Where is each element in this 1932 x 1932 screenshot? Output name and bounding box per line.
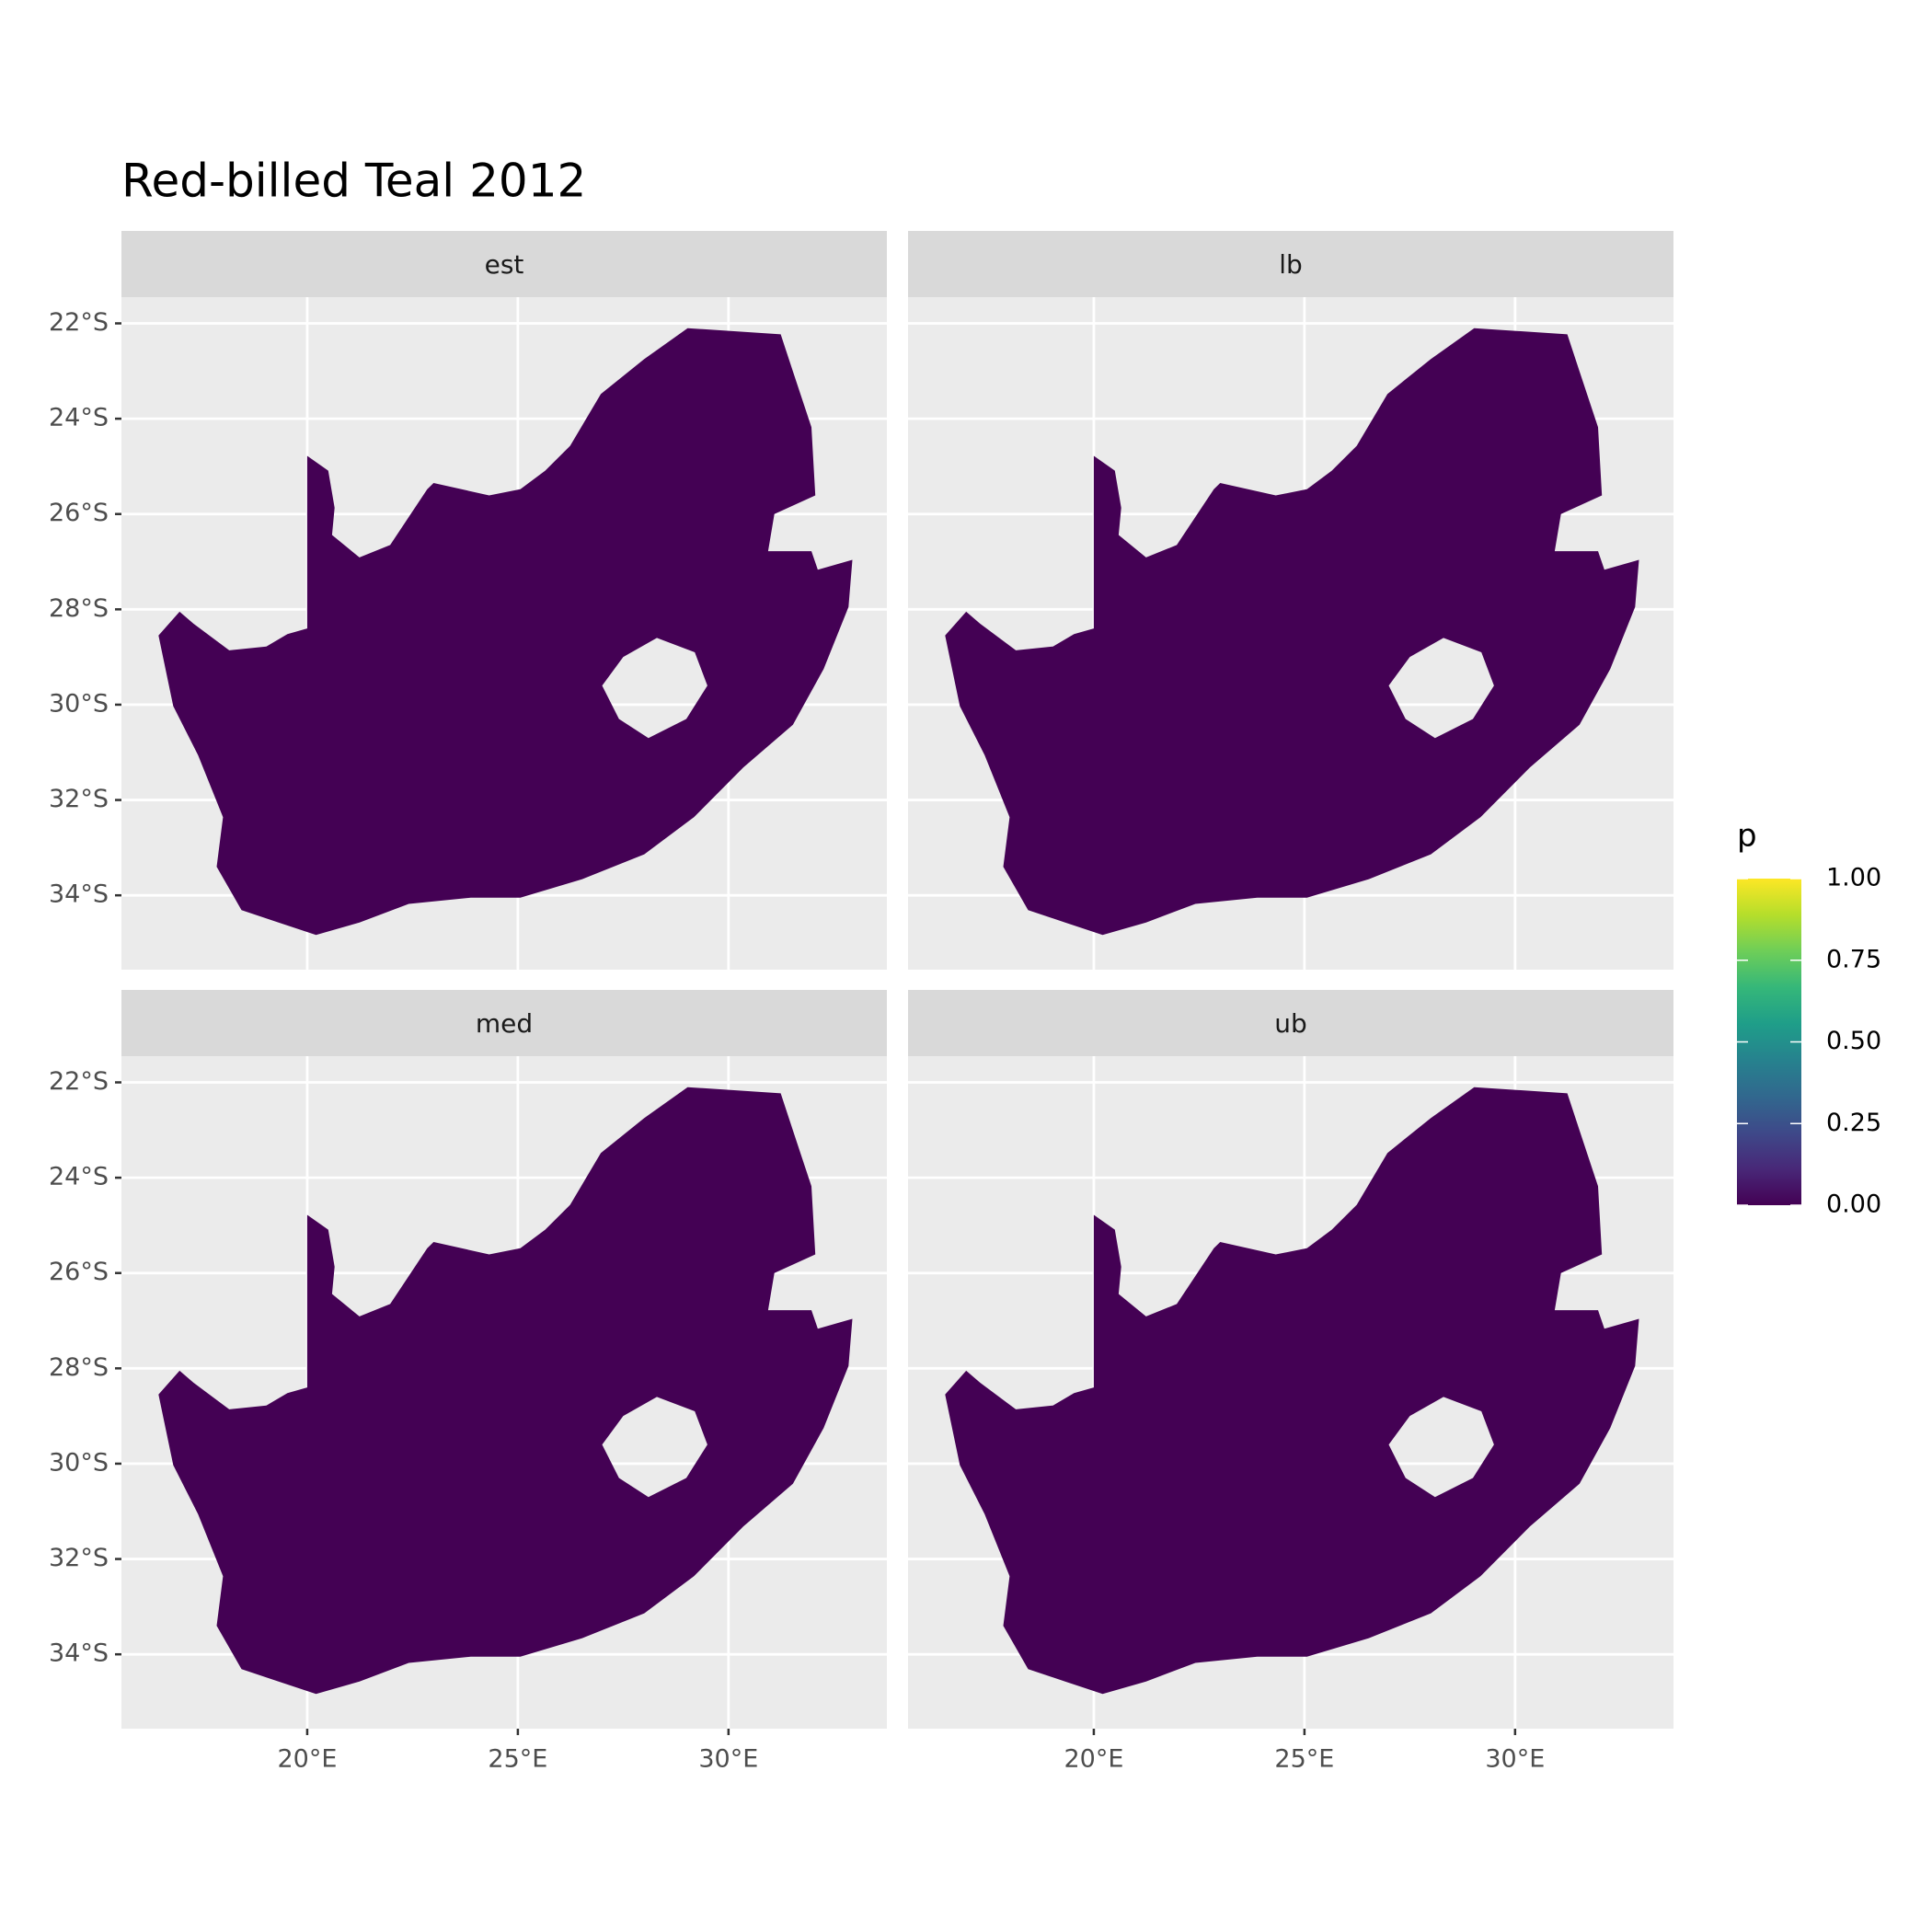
legend-tick-label: 0.50 xyxy=(1826,1027,1881,1055)
x-tick-label: 30°E xyxy=(1485,1745,1545,1774)
y-tick-label: 22°S xyxy=(49,308,109,337)
strip xyxy=(121,990,887,1056)
strip-label: est xyxy=(485,249,524,280)
country-shape xyxy=(158,1087,853,1695)
country-shape xyxy=(945,328,1639,936)
legend-tick-label: 1.00 xyxy=(1826,864,1881,892)
chart-title: Red-billed Teal 2012 xyxy=(121,155,586,208)
x-tick-label: 25°E xyxy=(488,1745,547,1774)
legend-tick-label: 0.00 xyxy=(1826,1190,1881,1219)
strip xyxy=(908,231,1673,297)
x-tick-label: 30°E xyxy=(698,1745,758,1774)
country-shape xyxy=(158,328,853,936)
y-tick-label: 34°S xyxy=(49,880,109,909)
y-tick-label: 30°S xyxy=(49,1448,109,1477)
y-tick-label: 32°S xyxy=(49,1544,109,1572)
y-tick-label: 30°S xyxy=(49,689,109,718)
strip xyxy=(908,990,1673,1056)
x-tick-label: 25°E xyxy=(1274,1745,1334,1774)
strip xyxy=(121,231,887,297)
y-tick-label: 26°S xyxy=(49,499,109,527)
x-tick-label: 20°E xyxy=(1064,1745,1123,1774)
legend-tick-label: 0.25 xyxy=(1826,1109,1881,1137)
strip-label: lb xyxy=(1279,249,1303,280)
y-tick-label: 26°S xyxy=(49,1258,109,1286)
y-tick-label: 24°S xyxy=(49,1163,109,1191)
legend-tick-label: 0.75 xyxy=(1826,945,1881,973)
y-tick-label: 32°S xyxy=(49,785,109,813)
y-tick-label: 28°S xyxy=(49,1353,109,1382)
y-tick-label: 22°S xyxy=(49,1067,109,1096)
legend-title: p xyxy=(1737,818,1757,855)
country-shape xyxy=(945,1087,1639,1695)
strip-label: med xyxy=(476,1008,533,1039)
y-tick-label: 34°S xyxy=(49,1639,109,1668)
y-tick-label: 28°S xyxy=(49,594,109,623)
y-tick-label: 24°S xyxy=(49,404,109,432)
x-tick-label: 20°E xyxy=(277,1745,337,1774)
strip-label: ub xyxy=(1274,1008,1307,1039)
